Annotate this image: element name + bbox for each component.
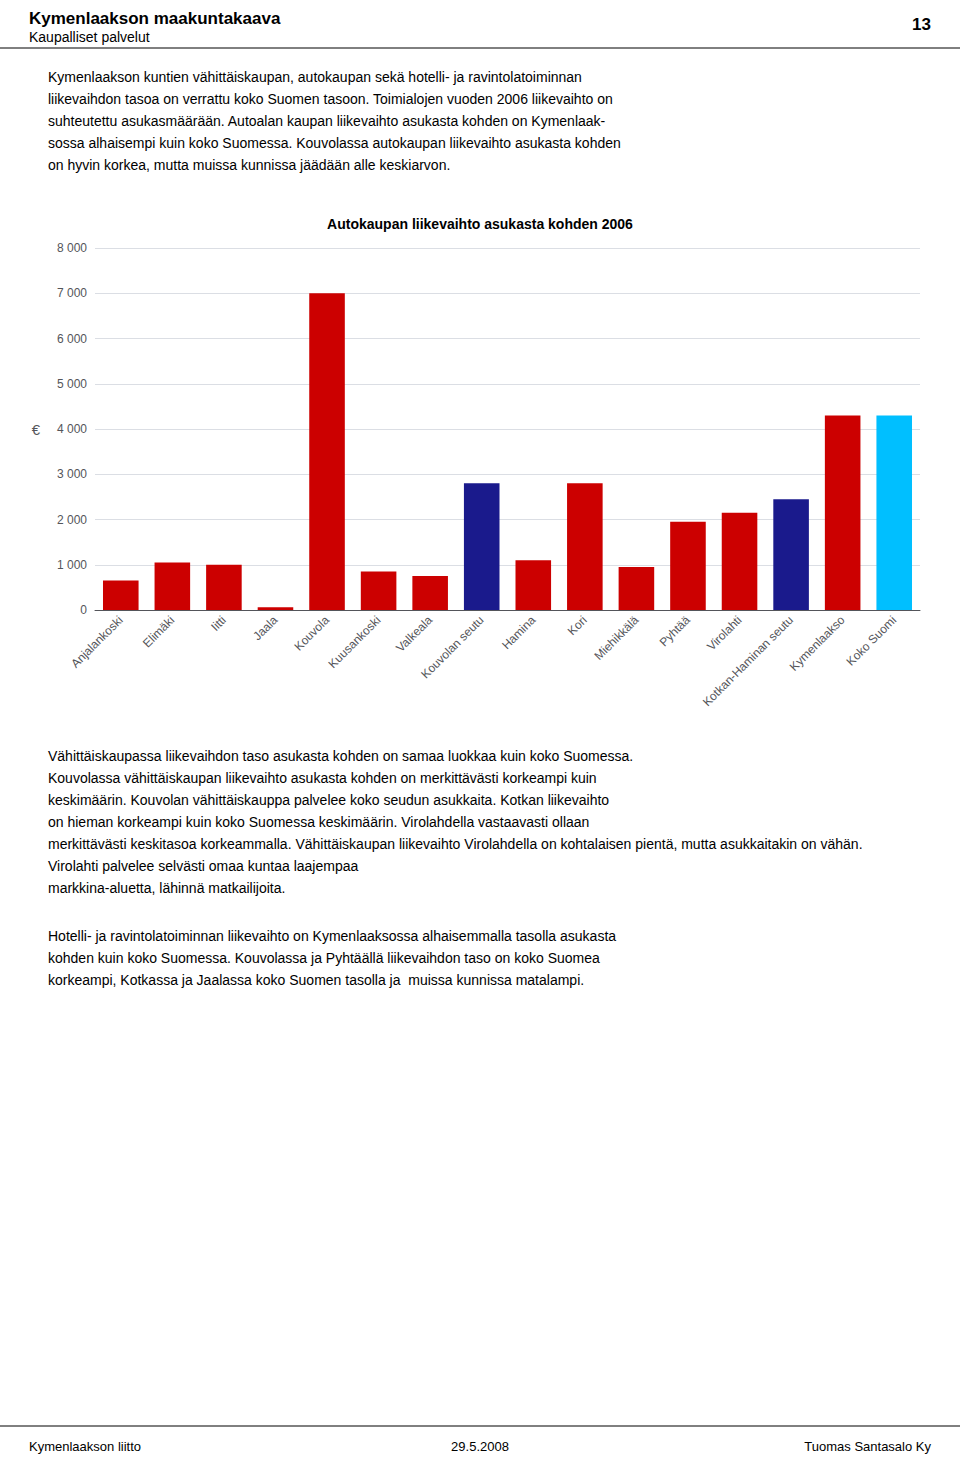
svg-text:5 000: 5 000 <box>57 377 87 391</box>
svg-text:0: 0 <box>80 603 87 617</box>
svg-text:Kuusankoski: Kuusankoski <box>326 613 384 671</box>
svg-text:4 000: 4 000 <box>57 422 87 436</box>
svg-text:keskimäärin. Kouvolan vähittäi: keskimäärin. Kouvolan vähittäiskauppa pa… <box>48 792 609 808</box>
svg-text:markkina-aluetta, lähinnä matk: markkina-aluetta, lähinnä matkailijoita. <box>48 880 285 896</box>
svg-text:Kotkan-Haminan seutu: Kotkan-Haminan seutu <box>700 613 796 709</box>
svg-text:Kymenlaakso: Kymenlaakso <box>787 613 848 674</box>
svg-text:Anjalankoski: Anjalankoski <box>68 613 125 670</box>
svg-text:Kymenlaakson kuntien vähittäis: Kymenlaakson kuntien vähittäiskaupan, au… <box>48 69 582 85</box>
svg-text:Koko Suomi: Koko Suomi <box>844 613 900 669</box>
svg-text:Kymenlaakson liitto: Kymenlaakson liitto <box>29 1439 141 1454</box>
svg-text:on hieman korkeampi kuin koko: on hieman korkeampi kuin koko Suomessa k… <box>48 814 589 830</box>
svg-text:13: 13 <box>912 15 931 34</box>
svg-text:Virolahti palvelee selvästi om: Virolahti palvelee selvästi omaa kuntaa … <box>48 858 358 874</box>
svg-text:liikevaihdon tasoa on verrattu: liikevaihdon tasoa on verrattu koko Suom… <box>48 91 613 107</box>
svg-text:Hotelli- ja ravintolatoiminnan: Hotelli- ja ravintolatoiminnan liikevaih… <box>48 928 616 944</box>
svg-text:Virolahti: Virolahti <box>704 613 744 653</box>
svg-text:Vähittäiskaupassa liikevaihdon: Vähittäiskaupassa liikevaihdon taso asuk… <box>48 748 633 764</box>
svg-text:Kori: Kori <box>565 613 590 638</box>
svg-text:merkittävästi keskitasoa korke: merkittävästi keskitasoa korkeammalla. V… <box>48 836 866 852</box>
svg-text:Kouvolassa vähittäiskaupan lii: Kouvolassa vähittäiskaupan liikevaihto a… <box>48 770 597 786</box>
svg-text:Elimäki: Elimäki <box>140 613 177 650</box>
svg-text:suhteutettu asukasmäärään. Aut: suhteutettu asukasmäärään. Autoalan kaup… <box>48 113 606 129</box>
svg-text:Miehikkälä: Miehikkälä <box>591 613 641 663</box>
svg-text:Iitti: Iitti <box>208 613 229 634</box>
svg-text:Tuomas Santasalo Ky: Tuomas Santasalo Ky <box>804 1439 931 1454</box>
svg-text:€: € <box>32 421 41 438</box>
svg-text:Jaala: Jaala <box>250 613 280 643</box>
svg-text:3 000: 3 000 <box>57 467 87 481</box>
svg-text:Valkeala: Valkeala <box>393 613 435 655</box>
svg-text:sossa alhaisempi kuin koko Suo: sossa alhaisempi kuin koko Suomessa. Kou… <box>48 135 621 151</box>
svg-text:2 000: 2 000 <box>57 513 87 527</box>
svg-text:on hyvin korkea, mutta muissa: on hyvin korkea, mutta muissa kunnissa j… <box>48 157 450 173</box>
svg-text:8 000: 8 000 <box>57 241 87 255</box>
svg-text:Hamina: Hamina <box>499 613 538 652</box>
svg-text:Autokaupan liikevaihto asukast: Autokaupan liikevaihto asukasta kohden 2… <box>327 216 633 232</box>
svg-text:kohden kuin koko Suomessa. Kou: kohden kuin koko Suomessa. Kouvolassa ja… <box>48 950 600 966</box>
svg-text:korkeampi, Kotkassa ja Jaalass: korkeampi, Kotkassa ja Jaalassa koko Suo… <box>48 972 584 988</box>
svg-text:7 000: 7 000 <box>57 286 87 300</box>
svg-text:Kaupalliset palvelut: Kaupalliset palvelut <box>29 29 150 45</box>
svg-text:Pyhtää: Pyhtää <box>657 613 694 650</box>
svg-text:Kymenlaakson maakuntakaava: Kymenlaakson maakuntakaava <box>29 9 281 28</box>
svg-text:Kouvolan seutu: Kouvolan seutu <box>418 613 486 681</box>
svg-text:1 000: 1 000 <box>57 558 87 572</box>
svg-text:6 000: 6 000 <box>57 332 87 346</box>
svg-text:29.5.2008: 29.5.2008 <box>451 1439 509 1454</box>
svg-text:Kouvola: Kouvola <box>291 613 332 654</box>
